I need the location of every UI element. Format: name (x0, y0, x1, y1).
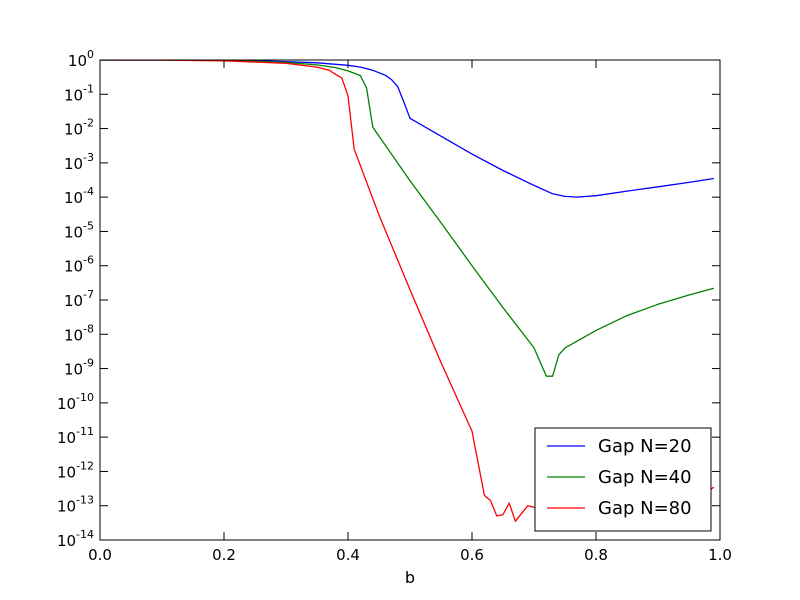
series-line-2 (100, 60, 714, 377)
y-tick-label: 10-14 (57, 528, 94, 550)
y-tick-base: 10 (64, 361, 83, 379)
x-tick-label: 1.0 (708, 546, 732, 564)
y-tick-base: 10 (57, 532, 76, 550)
y-tick-base: 10 (64, 292, 83, 310)
y-tick-label: 10-3 (64, 151, 94, 173)
x-tick-label: 0.0 (88, 546, 112, 564)
y-tick-base: 10 (57, 498, 76, 516)
y-tick-base: 10 (64, 223, 83, 241)
y-tick-exponent: -4 (83, 185, 94, 198)
y-tick-exponent: -6 (83, 254, 94, 267)
x-tick-label: 0.4 (336, 546, 360, 564)
y-tick-base: 10 (64, 326, 83, 344)
y-tick-label: 10-1 (64, 82, 94, 104)
legend-box (534, 427, 712, 532)
y-tick-label: 10-2 (64, 117, 94, 139)
y-tick-label: 10-4 (64, 185, 94, 207)
y-tick-exponent: -7 (83, 288, 94, 301)
y-tick-label: 10-7 (64, 288, 94, 310)
y-tick-exponent: -12 (76, 459, 94, 472)
y-tick-label: 10-11 (57, 425, 94, 447)
y-tick-base: 10 (57, 395, 76, 413)
legend-label: Gap N=40 (598, 467, 692, 488)
y-tick-base: 10 (64, 86, 83, 104)
legend-label: Gap N=80 (598, 498, 692, 519)
y-tick-base: 10 (64, 258, 83, 276)
y-tick-base: 10 (64, 155, 83, 173)
y-tick-exponent: -3 (83, 151, 94, 164)
legend-label: Gap N=20 (598, 436, 692, 457)
y-tick-exponent: 0 (87, 48, 94, 61)
x-tick-label: 0.8 (584, 546, 608, 564)
legend: Gap N=20 Gap N=40 Gap N=80 (534, 427, 712, 532)
y-tick-base: 10 (57, 463, 76, 481)
y-tick-base: 10 (68, 52, 87, 70)
series-line-1 (100, 60, 714, 198)
y-tick-exponent: -11 (76, 425, 94, 438)
y-tick-exponent: -10 (76, 391, 94, 404)
plot-frame (99, 59, 721, 541)
y-tick-exponent: -14 (76, 528, 94, 541)
x-axis-title: b (405, 568, 415, 587)
y-tick-label: 10-9 (64, 357, 94, 379)
y-tick-exponent: -5 (83, 219, 94, 232)
ticks-layer: 0.0 0.2 0.4 0.6 0.8 1.010010-110-210-310-410-… (57, 48, 732, 564)
y-tick-base: 10 (64, 189, 83, 207)
y-tick-exponent: -13 (76, 494, 94, 507)
y-tick-label: 10-8 (64, 322, 94, 344)
y-tick-label: 10-6 (64, 254, 94, 276)
y-tick-label: 100 (68, 48, 94, 70)
y-tick-exponent: -2 (83, 117, 94, 130)
y-tick-label: 10-5 (64, 219, 94, 241)
x-tick-label: 0.2 (212, 546, 236, 564)
y-tick-base: 10 (57, 429, 76, 447)
y-tick-label: 10-13 (57, 494, 94, 516)
x-tick-label: 0.6 (460, 546, 484, 564)
y-tick-label: 10-10 (57, 391, 94, 413)
y-tick-exponent: -9 (83, 357, 94, 370)
y-tick-base: 10 (64, 121, 83, 139)
y-tick-label: 10-12 (57, 459, 94, 481)
y-tick-exponent: -1 (83, 82, 94, 95)
y-tick-exponent: -8 (83, 322, 94, 335)
